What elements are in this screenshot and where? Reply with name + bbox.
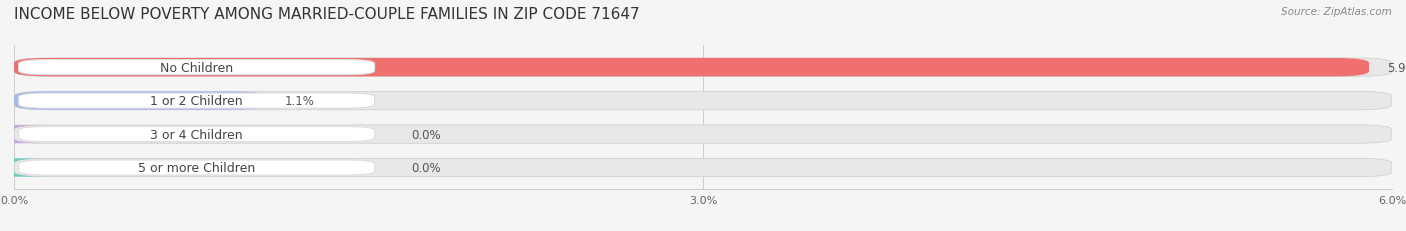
Text: 5.9%: 5.9% (1388, 61, 1406, 74)
FancyBboxPatch shape (0, 159, 48, 177)
Text: 5 or more Children: 5 or more Children (138, 161, 256, 174)
FancyBboxPatch shape (14, 159, 1392, 177)
FancyBboxPatch shape (14, 92, 1392, 110)
FancyBboxPatch shape (18, 60, 374, 75)
FancyBboxPatch shape (18, 94, 374, 109)
FancyBboxPatch shape (14, 59, 1392, 77)
Text: 0.0%: 0.0% (412, 128, 441, 141)
Text: 3 or 4 Children: 3 or 4 Children (150, 128, 243, 141)
FancyBboxPatch shape (14, 59, 1369, 77)
FancyBboxPatch shape (18, 160, 374, 175)
FancyBboxPatch shape (14, 92, 267, 110)
Text: Source: ZipAtlas.com: Source: ZipAtlas.com (1281, 7, 1392, 17)
FancyBboxPatch shape (18, 127, 374, 142)
Text: INCOME BELOW POVERTY AMONG MARRIED-COUPLE FAMILIES IN ZIP CODE 71647: INCOME BELOW POVERTY AMONG MARRIED-COUPL… (14, 7, 640, 22)
Text: 1.1%: 1.1% (285, 95, 315, 108)
Text: 1 or 2 Children: 1 or 2 Children (150, 95, 243, 108)
FancyBboxPatch shape (0, 125, 48, 144)
Text: No Children: No Children (160, 61, 233, 74)
FancyBboxPatch shape (14, 125, 1392, 144)
Text: 0.0%: 0.0% (412, 161, 441, 174)
